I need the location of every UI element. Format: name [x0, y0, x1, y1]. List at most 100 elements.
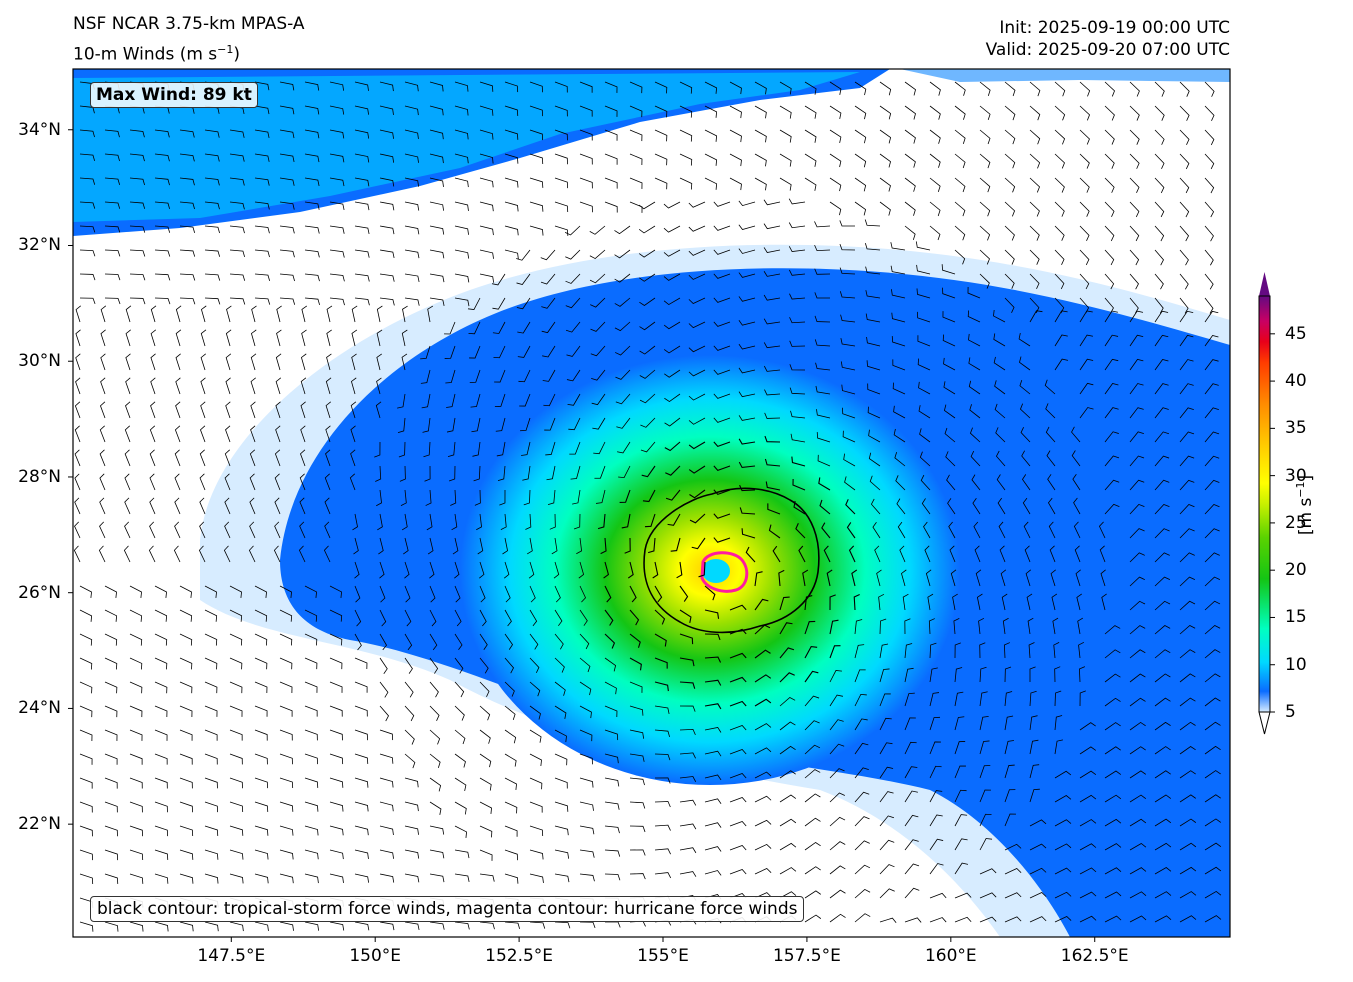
wind-barb	[579, 609, 588, 626]
wind-barb	[579, 681, 592, 696]
wind-barb	[713, 441, 731, 448]
wind-barb	[1179, 273, 1189, 290]
wind-barb	[1154, 479, 1170, 491]
wind-barb	[647, 537, 656, 554]
wind-barb	[604, 801, 620, 810]
wind-barb	[1204, 528, 1220, 539]
wind-barb	[1029, 788, 1040, 803]
wind-barb	[1129, 407, 1144, 419]
wind-barb	[763, 271, 781, 277]
wind-barb	[541, 321, 556, 334]
wind-barb	[664, 393, 681, 403]
wind-barb	[354, 225, 370, 235]
wind-barb	[804, 890, 821, 899]
wind-barb	[904, 129, 916, 144]
wind-barb	[454, 585, 461, 603]
wind-barb	[325, 377, 332, 395]
wind-barb	[978, 617, 985, 635]
wind-barb	[892, 382, 906, 395]
wind-barb	[979, 666, 987, 683]
wind-barb	[329, 681, 343, 693]
wind-barb	[1054, 273, 1065, 290]
wind-barb	[998, 521, 1006, 539]
wind-barb	[644, 513, 656, 528]
wind-barb	[798, 545, 806, 563]
wind-barb	[100, 377, 106, 395]
wind-barb	[401, 513, 408, 531]
wind-barb	[594, 465, 606, 479]
wind-barb	[629, 105, 643, 118]
wind-barb	[404, 801, 419, 812]
wind-barb	[597, 513, 606, 530]
wind-barb	[1024, 545, 1031, 563]
wind-barb	[379, 177, 395, 187]
wind-barb	[779, 81, 792, 95]
wind-barb	[1154, 891, 1172, 899]
wind-barb	[379, 105, 394, 115]
wind-barb	[954, 225, 966, 241]
wind-barb	[688, 297, 706, 304]
wind-barb	[541, 297, 556, 309]
wind-barb	[1204, 600, 1221, 611]
wind-barb	[816, 409, 831, 419]
wind-barb	[204, 249, 221, 257]
wind-barb	[1020, 426, 1031, 443]
wind-barb	[1045, 426, 1056, 443]
wind-barb	[819, 499, 831, 515]
wind-barb	[754, 177, 767, 191]
wind-barb	[829, 670, 842, 683]
wind-barb	[179, 753, 193, 765]
wind-barb	[350, 425, 356, 443]
colorbar-unit: [m s−1]	[1294, 475, 1316, 535]
wind-barb	[866, 360, 881, 371]
wind-barb	[379, 609, 387, 627]
wind-barb	[543, 393, 556, 407]
wind-barb	[654, 633, 667, 647]
wind-barb	[854, 81, 867, 96]
wind-barb	[1104, 697, 1121, 707]
wind-barb	[399, 465, 406, 482]
wind-barb	[429, 921, 445, 930]
wind-barb	[1073, 521, 1081, 539]
wind-barb	[402, 305, 408, 323]
wind-barb	[879, 153, 891, 168]
wind-barb	[516, 297, 531, 310]
wind-barb	[604, 105, 618, 117]
northern-wind-band-east	[900, 69, 1230, 82]
wind-barb	[676, 561, 683, 579]
wind-barb	[150, 377, 156, 395]
wind-barb	[329, 825, 344, 836]
wind-barb	[254, 825, 269, 836]
wind-barb	[829, 177, 842, 192]
wind-barb	[1129, 770, 1146, 779]
wind-barb	[738, 438, 756, 445]
wind-barb	[154, 849, 169, 860]
wind-barb	[754, 571, 763, 587]
wind-barb	[554, 801, 569, 812]
wind-barb	[491, 273, 506, 286]
wind-barb	[904, 863, 920, 875]
wind-barb	[663, 345, 681, 354]
wind-barb	[864, 219, 881, 227]
wind-barb	[1073, 497, 1081, 515]
wind-barb	[479, 849, 493, 861]
wind-barb	[846, 522, 856, 539]
wind-barb	[679, 705, 696, 712]
wind-barb	[1204, 335, 1219, 347]
wind-barb	[529, 705, 541, 720]
wind-barb	[917, 358, 931, 371]
wind-barb	[1129, 503, 1145, 515]
wind-barb	[304, 729, 318, 741]
wind-barb	[1104, 201, 1115, 217]
wind-barb	[804, 620, 816, 635]
wind-barb	[304, 849, 319, 860]
wind-barb	[79, 225, 96, 233]
wind-barb	[968, 380, 981, 395]
wind-barb	[1129, 310, 1144, 323]
wind-barb	[570, 465, 581, 480]
wind-barb	[404, 753, 416, 769]
wind-barb	[448, 465, 456, 482]
wind-barb	[839, 243, 856, 251]
wind-barb	[1050, 569, 1056, 587]
wind-barb	[1129, 721, 1146, 731]
